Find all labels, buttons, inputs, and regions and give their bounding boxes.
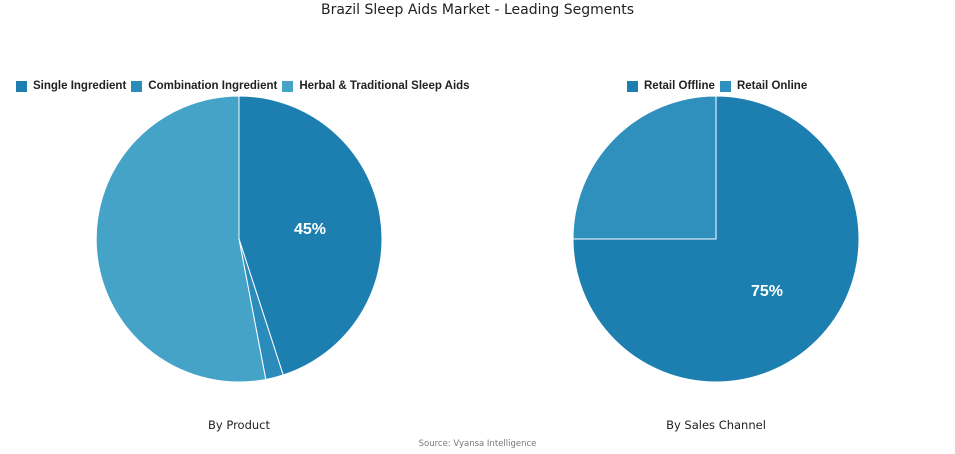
slice-label-75: 75% [751, 283, 783, 300]
caption-by-product: By Product [207, 418, 270, 432]
pie-by-sales-channel: 75% [572, 95, 860, 383]
legend-swatch [16, 80, 27, 92]
legend-label: Retail Online [736, 80, 808, 92]
legend-swatch [719, 80, 731, 92]
slice-retail-online[interactable] [572, 95, 717, 240]
legend-sales-channel: Retail Offline Retail Online [627, 80, 812, 92]
slice-single-ingredient[interactable] [238, 95, 383, 376]
legend-item-retail-offline[interactable]: Retail Offline [627, 80, 715, 92]
pie-by-product: 45% [95, 95, 383, 383]
legend-label: Combination Ingredient [148, 80, 278, 92]
legend-swatch [282, 80, 294, 92]
source-note: Source: Vyansa Intelligence [418, 439, 537, 449]
legend-label: Herbal & Traditional Sleep Aids [299, 80, 470, 92]
caption-by-sales-channel: By Sales Channel [666, 418, 766, 432]
legend-item-herbal[interactable]: Herbal & Traditional Sleep Aids [282, 80, 470, 92]
legend-product: Single Ingredient Combination Ingredient… [16, 80, 475, 92]
legend-swatch [131, 80, 143, 92]
slice-label-45: 45% [294, 221, 326, 238]
legend-item-single-ingredient[interactable]: Single Ingredient [16, 80, 126, 92]
chart-title: Brazil Sleep Aids Market - Leading Segme… [320, 2, 635, 18]
legend-item-retail-online[interactable]: Retail Online [719, 80, 808, 92]
legend-swatch [627, 80, 638, 92]
slice-retail-offline[interactable] [572, 95, 860, 383]
legend-item-combination-ingredient[interactable]: Combination Ingredient [131, 80, 277, 92]
slice-herbal[interactable] [95, 95, 267, 383]
legend-label: Single Ingredient [33, 80, 127, 92]
legend-label: Retail Offline [644, 80, 715, 92]
